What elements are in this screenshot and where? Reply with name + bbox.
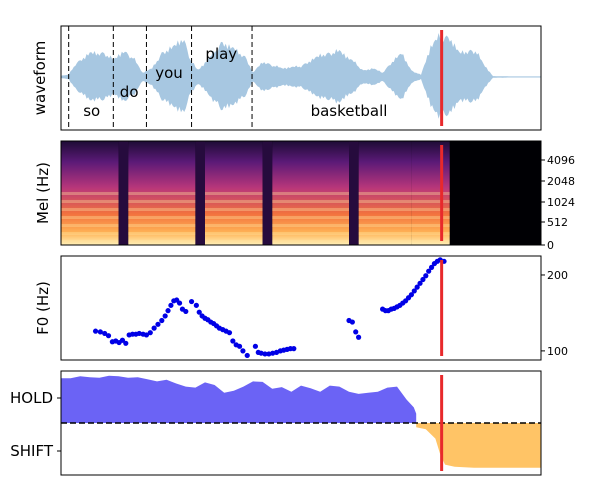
f0-point — [226, 330, 233, 336]
word-boundaries — [68, 26, 253, 130]
word-label: so — [83, 102, 100, 120]
mel-tick-label: 1024 — [547, 196, 575, 209]
f0-point — [151, 325, 157, 331]
mel-harmonics — [411, 187, 450, 245]
mel-harmonics — [272, 187, 349, 245]
category-label: SHIFT — [10, 442, 54, 460]
f0-panel: 100 200 F0 (Hz) — [34, 255, 568, 361]
mel-harmonics — [205, 187, 263, 245]
f0-point — [92, 328, 99, 334]
f0-point — [428, 264, 435, 270]
mel-frame — [60, 140, 542, 246]
f0-point — [159, 317, 165, 324]
f0-point — [119, 337, 126, 343]
mel-tick-label: 0 — [547, 239, 554, 252]
f0-point — [349, 319, 355, 325]
f0-point — [196, 309, 202, 315]
f0-point — [236, 343, 243, 349]
f0-point — [291, 346, 297, 352]
mel-y-ticks: 0 512 1024 2048 4096 — [541, 154, 575, 252]
f0-point — [356, 334, 362, 340]
f0-series — [92, 257, 447, 359]
f0-point — [244, 352, 250, 359]
f0-point — [417, 280, 423, 286]
shift-area — [416, 423, 541, 468]
waveform-ylabel: waveform — [31, 41, 49, 116]
f0-point — [230, 338, 236, 344]
mel-harmonics — [128, 187, 196, 245]
mel-gap — [118, 141, 129, 245]
f0-point — [155, 321, 161, 327]
mel-gap — [195, 141, 205, 245]
f0-point — [143, 332, 150, 338]
mel-tick-label: 512 — [547, 216, 568, 229]
word-label: do — [120, 83, 139, 101]
f0-point — [353, 329, 359, 335]
mel-tick-label: 2048 — [547, 175, 575, 188]
f0-point — [176, 300, 183, 306]
f0-point — [168, 302, 174, 308]
turn-frame — [60, 370, 542, 476]
f0-point — [123, 340, 129, 346]
f0-point — [165, 308, 171, 314]
f0-point — [423, 273, 429, 279]
mel-panel: 0 512 1024 2048 4096 Mel (Hz) — [34, 140, 575, 252]
f0-ylabel: F0 (Hz) — [34, 281, 52, 335]
f0-point — [162, 313, 168, 319]
f0-point — [426, 268, 432, 274]
mel-ylabel: Mel (Hz) — [34, 162, 52, 224]
mel-gap — [349, 141, 359, 245]
mel-silence — [449, 141, 541, 245]
f0-point — [147, 330, 153, 336]
mel-harmonics — [358, 187, 412, 245]
f0-point — [408, 292, 414, 298]
waveform-frame — [60, 25, 542, 131]
mel-harmonics — [61, 187, 119, 245]
f0-y-ticks: 100 200 — [541, 269, 568, 358]
f0-point — [188, 298, 195, 305]
f0-point — [411, 288, 417, 294]
f0-point — [102, 330, 108, 337]
f0-point — [252, 343, 258, 349]
word-label: basketball — [311, 102, 388, 120]
f0-tick-label: 200 — [547, 269, 568, 282]
f0-point — [97, 329, 103, 335]
mel-gap — [262, 141, 273, 245]
f0-point — [240, 348, 246, 354]
f0-point — [262, 351, 268, 357]
f0-point — [420, 276, 426, 283]
waveform-series — [61, 33, 541, 119]
f0-point — [414, 284, 420, 290]
f0-point — [193, 302, 199, 308]
mel-heatmap — [61, 141, 541, 245]
word-label: play — [205, 45, 237, 63]
turn-panel: HOLD SHIFT — [10, 370, 542, 476]
f0-frame — [60, 255, 542, 361]
f0-point — [183, 308, 189, 315]
f0-tick-label: 100 — [547, 345, 568, 358]
category-label: HOLD — [10, 389, 53, 407]
hold-area — [61, 375, 417, 423]
mel-tick-label: 4096 — [547, 154, 575, 167]
f0-point — [105, 333, 112, 339]
turn-y-categories: HOLD SHIFT — [10, 389, 61, 460]
word-label: you — [155, 64, 183, 82]
